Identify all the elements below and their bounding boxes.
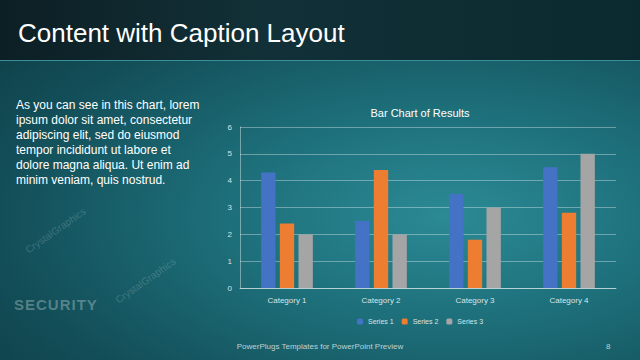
svg-text:0: 0	[228, 284, 233, 293]
html-text:Content with Caption Layout: Content with Caption Layout	[18, 18, 345, 48]
svg-text:4: 4	[228, 176, 233, 185]
svg-text:6: 6	[228, 123, 233, 132]
svg-text:Category 1: Category 1	[267, 296, 307, 305]
html-text:CrystalGraphics: CrystalGraphics	[23, 205, 88, 256]
html-text:PowerPlugs Templates for Power: PowerPlugs Templates for PowerPoint Prev…	[236, 342, 404, 351]
svg-text:Series 3: Series 3	[457, 318, 483, 325]
html-text:8: 8	[606, 342, 611, 351]
svg-text:Bar Chart of Results: Bar Chart of Results	[370, 107, 470, 119]
svg-text:5: 5	[228, 149, 233, 158]
svg-text:Category 2: Category 2	[361, 296, 401, 305]
svg-text:Series 1: Series 1	[368, 318, 394, 325]
html-text:As you can see in this chart,: As you can see in this chart, lorem ipsu…	[16, 98, 200, 187]
svg-text:3: 3	[228, 203, 233, 212]
svg-text:Series 2: Series 2	[413, 318, 439, 325]
svg-text:2: 2	[228, 230, 233, 239]
html-text:CrystalGraphics: CrystalGraphics	[113, 255, 178, 306]
html-text:SECURITY: SECURITY	[14, 296, 98, 313]
svg-text:1: 1	[228, 257, 233, 266]
svg-text:Category 4: Category 4	[549, 296, 589, 305]
svg-text:Category 3: Category 3	[455, 296, 495, 305]
